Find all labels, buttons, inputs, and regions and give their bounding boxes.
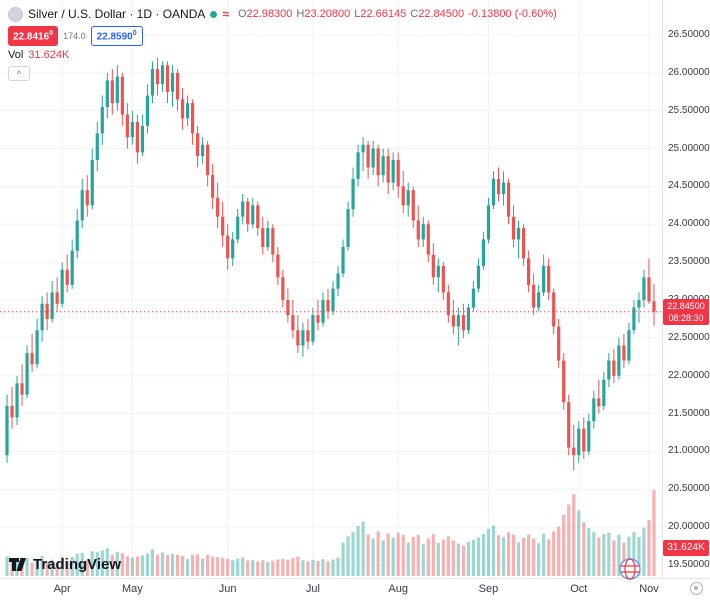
time-axis[interactable]: Apr May Jun Jul Aug Sep Oct Nov [0,579,662,600]
sell-price: 22.8416 [13,31,50,43]
bar-countdown: 08:28:30 [668,312,704,323]
oanda-globe-icon[interactable] [618,557,642,581]
instrument-logo-icon [8,6,23,22]
price-axis-label: 20.50000 [668,483,710,495]
spread-value: 174.0 [63,31,86,41]
grid-lines [0,0,662,578]
price-axis[interactable]: 26.50000 26.00000 25.50000 25.00000 24.50000… [663,0,710,578]
high-value: 23.20800 [304,8,351,20]
price-axis-label: 26.00000 [668,66,710,78]
price-axis-divider [662,0,663,578]
open-value: 22.98300 [246,8,293,20]
last-price-badge: 22.84500 08:28:30 [663,298,709,325]
buy-price-fraction: 0 [132,30,137,38]
price-axis-label: 22.00000 [668,369,710,381]
sell-price-fraction: 0 [49,30,54,38]
ohlc-values: O22.98300 H23.20800 L22.66145 C22.84500 … [238,8,557,20]
price-axis-label: 21.50000 [668,407,710,419]
low-label: L [354,8,361,20]
buy-price: 22.8590 [96,31,133,43]
price-axis-label: 26.50000 [668,29,710,40]
volume-value: 31.624K [28,49,70,61]
axis-settings-icon[interactable] [690,582,703,595]
time-axis-label: Sep [478,583,499,595]
close-label: C [410,8,419,20]
time-axis-label: Jul [305,583,320,595]
candles-layer [5,57,656,471]
price-axis-label: 21.00000 [668,445,710,457]
price-chart-canvas[interactable] [0,0,662,578]
time-axis-divider [0,578,710,579]
price-axis-label: 23.50000 [668,256,710,268]
price-axis-label: 25.50000 [668,104,710,116]
sell-button[interactable]: 22.84160 [8,26,59,46]
time-axis-label: May [121,583,143,595]
volume-badge: 31.624K [663,540,709,556]
volume-row: Vol 31.624K [8,49,557,61]
low-value: 22.66145 [360,8,407,20]
bid-ask-row: 22.84160 174.0 22.85900 [8,26,557,46]
buy-button[interactable]: 22.85900 [90,26,143,46]
tradingview-logo-text: TradingView [33,556,122,573]
symbol-title[interactable]: Silver / U.S. Dollar · 1D · OANDA [28,7,206,21]
time-axis-label: Nov [639,583,659,595]
time-axis-label: Oct [570,583,588,595]
price-axis-label: 20.00000 [668,521,710,533]
tradingview-logo[interactable]: TradingView [8,556,121,573]
price-axis-label: 19.50000 [668,559,710,570]
high-label: H [296,8,305,20]
legend: Silver / U.S. Dollar · 1D · OANDA ≈ O22.… [8,5,557,82]
symbol-row: Silver / U.S. Dollar · 1D · OANDA ≈ O22.… [8,5,557,23]
tradingview-logo-icon [9,558,26,571]
volume-label: Vol [8,49,24,61]
open-label: O [237,8,247,20]
change-value: -0.13800 (-0.60%) [468,8,557,20]
price-axis-label: 24.00000 [668,218,710,230]
price-axis-label: 25.00000 [668,142,710,154]
axis-corner [662,579,710,600]
volume-bars [5,490,656,576]
close-value: 22.84500 [418,8,465,20]
delayed-data-icon[interactable]: ≈ [222,7,229,21]
time-axis-label: Jun [218,583,237,595]
collapse-legend-button[interactable]: ^ [8,66,30,81]
market-status-dot-icon[interactable] [210,10,218,18]
price-axis-label: 24.50000 [668,180,710,192]
last-price-value: 22.84500 [667,300,705,311]
time-axis-label: Aug [388,583,408,595]
time-axis-label: Apr [53,583,71,595]
price-axis-label: 22.50000 [668,331,710,343]
